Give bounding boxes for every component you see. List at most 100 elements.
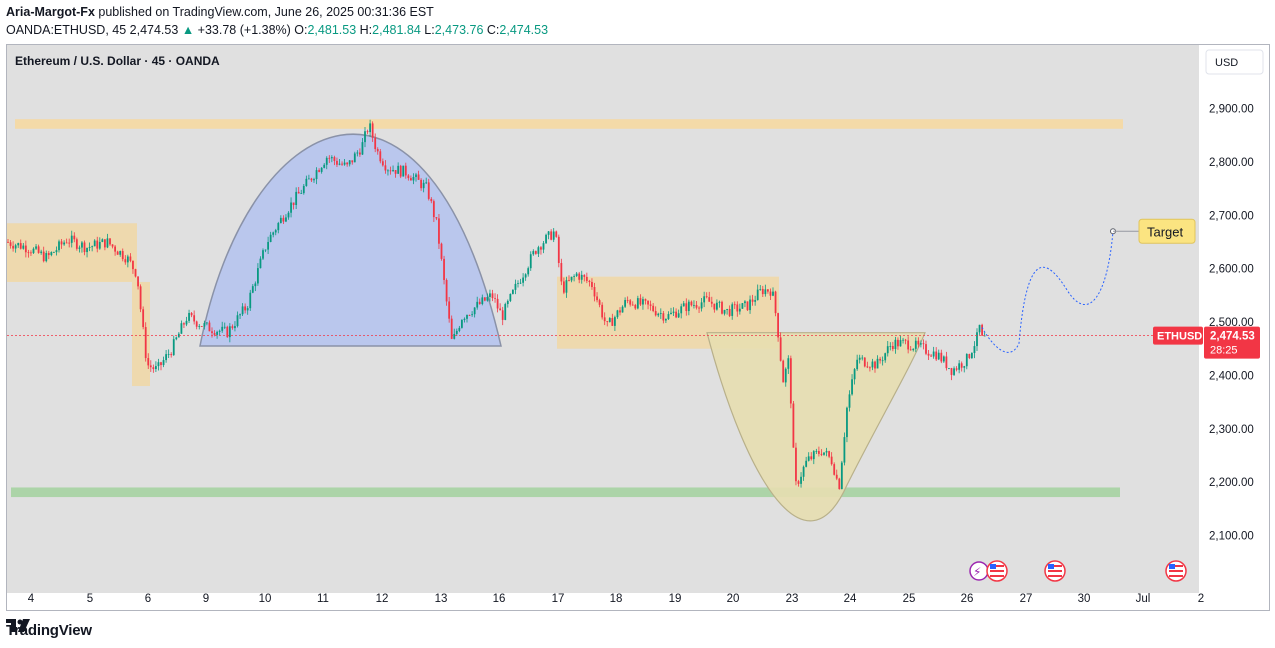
candle [881,356,884,366]
candle [759,285,762,291]
resistance-zone[interactable] [15,119,1123,129]
support-zone[interactable] [11,487,1120,498]
candle [736,301,739,317]
candle [272,231,275,238]
author-name[interactable]: Aria-Margot-Fx [6,5,95,19]
candle [904,338,907,345]
chart-svg[interactable]: 2,100.00 2,200.00 2,300.00 2,400.00 2,500.00… [7,45,1269,610]
candle [529,251,532,271]
candle [315,167,318,185]
candle [958,360,961,374]
candle [805,456,808,468]
candle [909,346,912,351]
candle [63,240,65,246]
candle [840,460,843,490]
currency-button[interactable]: USD [1205,49,1264,75]
candle [160,361,162,371]
candle [236,311,239,328]
candle [616,309,619,319]
candle [17,242,20,248]
candle [234,321,236,332]
candle [91,245,94,252]
candle [614,315,616,331]
candle [320,167,323,174]
x-tick-label: 20 [727,593,740,605]
candle [37,244,40,254]
candle [810,452,813,461]
candle [948,368,950,370]
candle [634,303,637,310]
candle [897,337,899,350]
candle [670,307,672,315]
candle [47,250,50,260]
candle [231,324,234,330]
open-label: O: [294,23,308,37]
candle [180,320,183,334]
candle [274,228,277,236]
cup-arc[interactable] [706,332,926,522]
x-tick-label: 26 [961,593,974,605]
candle [427,178,430,201]
candle [708,291,711,302]
candle [330,155,333,163]
candle [466,314,468,323]
candle [346,162,349,167]
candle [657,312,660,318]
economic-events[interactable]: ⚡ [969,560,1187,582]
candle [206,322,208,326]
candle [547,230,550,240]
currency-label: USD [1215,57,1238,69]
candle [323,163,326,169]
us-flag-icon[interactable] [986,560,1008,582]
us-flag-icon[interactable] [1165,560,1187,582]
candle [869,366,871,372]
x-tick-label: 13 [435,593,448,605]
target-label[interactable]: Target [1138,218,1196,244]
lightning-event-icon[interactable]: ⚡ [969,561,989,581]
candle [639,294,642,306]
candle [555,230,558,238]
candle [807,452,810,462]
symbol-tag-text: ETHUSD [1157,331,1202,343]
candle [922,339,925,350]
last-price: 2,474.53 [129,23,179,37]
candle [116,250,119,255]
candle [40,249,43,255]
candle [917,337,920,348]
candle [830,452,833,466]
candle [468,314,471,316]
candle [532,249,535,256]
candle [124,255,127,265]
candle [690,300,693,307]
candle [341,161,343,166]
candle [710,296,713,308]
candle [703,291,706,308]
candle [35,244,37,250]
candle [75,237,78,251]
candle [410,175,412,181]
candle [619,307,621,316]
candle [848,390,851,412]
candle [364,126,366,148]
candle [527,266,530,277]
chart-area[interactable]: 2,100.00 2,200.00 2,300.00 2,400.00 2,500.00… [6,44,1270,611]
price-tag-value: 2,474.53 [1210,331,1255,343]
candle [802,465,805,481]
projection-path[interactable] [981,231,1114,353]
x-tick-label: 17 [552,593,565,605]
y-tick-label: 2,200.00 [1209,477,1254,489]
candle [777,312,779,342]
candle [672,307,675,317]
candle [573,274,575,282]
candle [891,341,894,352]
us-flag-icon[interactable] [1044,560,1066,582]
candle [534,250,537,255]
dome-arc[interactable] [199,133,502,347]
candle [264,249,267,253]
candle [473,307,476,318]
x-tick-label: 18 [610,593,623,605]
target-text: Target [1147,224,1184,239]
candle [973,341,976,359]
candle [563,277,565,295]
candle [343,158,346,166]
